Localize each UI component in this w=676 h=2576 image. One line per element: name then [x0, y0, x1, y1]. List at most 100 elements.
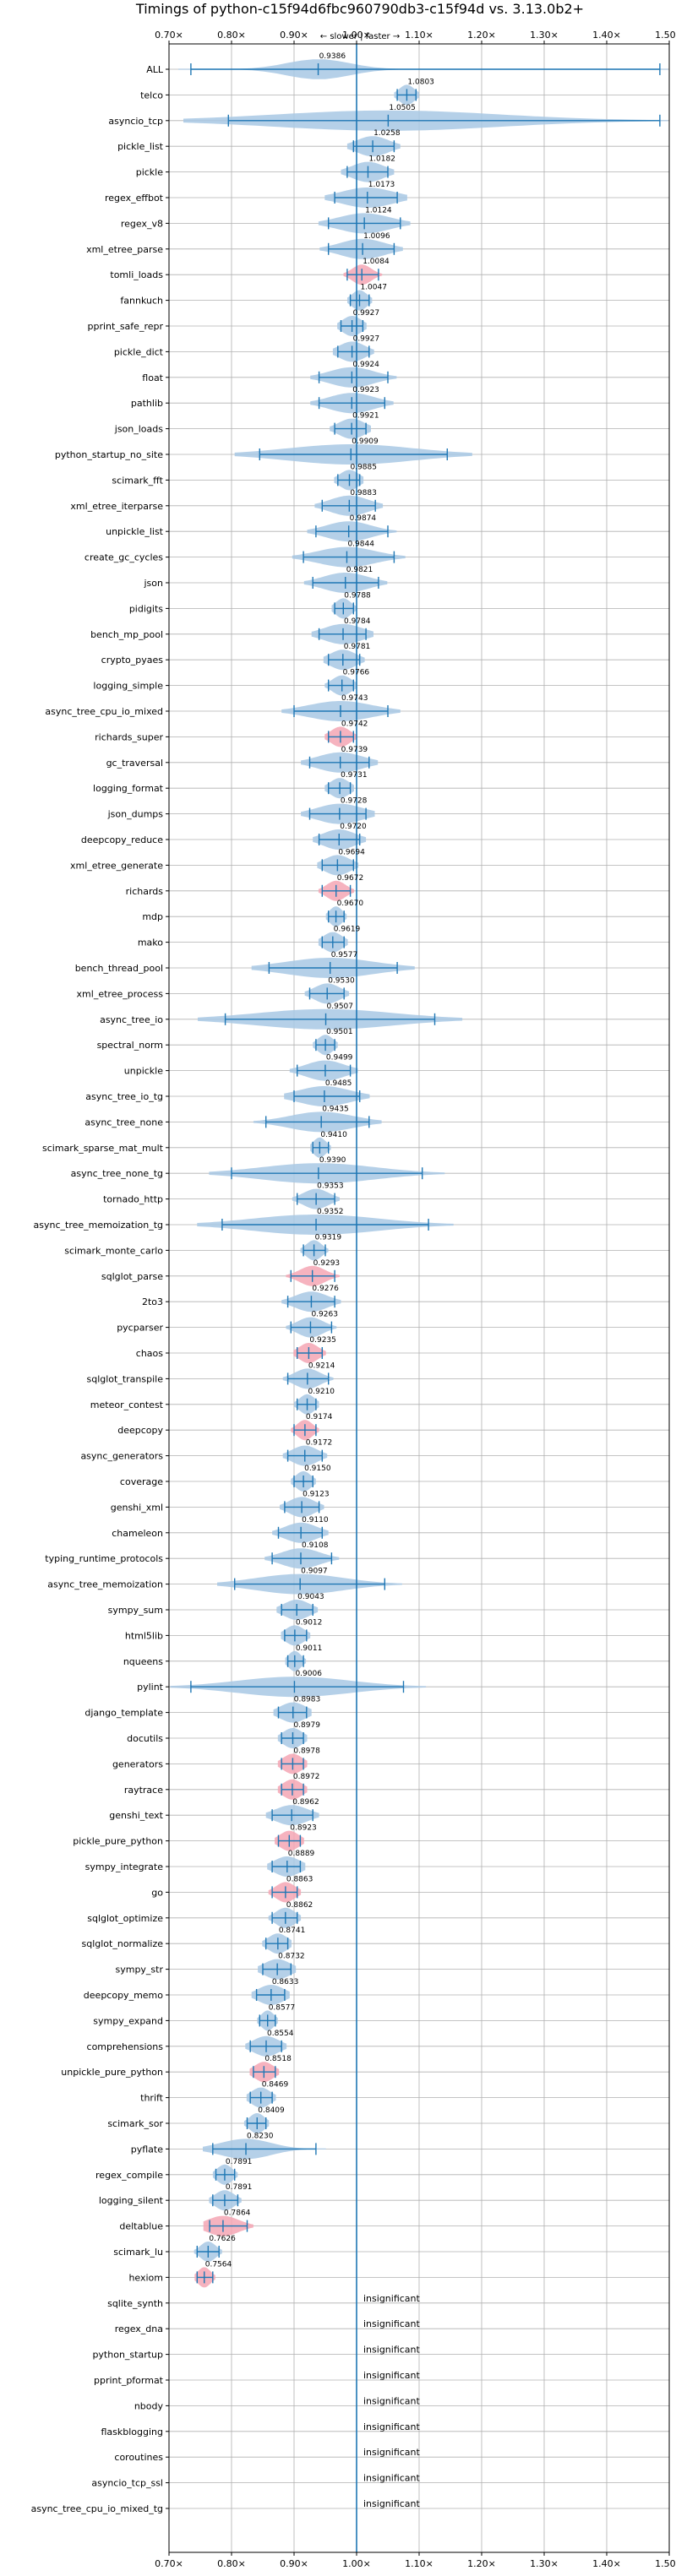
mean-value-label: 0.9214 — [308, 1361, 335, 1370]
benchmark-label: pylint — [137, 1682, 164, 1693]
mean-value-label: 0.9435 — [322, 1105, 349, 1113]
benchmark-label: richards_super — [95, 731, 163, 742]
benchmark-label: logging_simple — [93, 681, 163, 692]
mean-value-label: 0.9927 — [353, 309, 380, 318]
mean-value-label: 0.9577 — [331, 951, 358, 959]
mean-value-label: 0.7564 — [205, 2260, 232, 2269]
benchmark-label: python_startup — [92, 2350, 163, 2361]
mean-value-label: 0.9530 — [328, 976, 355, 985]
x-tick-label-top: 1.10× — [405, 30, 433, 41]
benchmark-label: nbody — [134, 2400, 164, 2411]
mean-value-label: 0.9108 — [302, 1541, 329, 1550]
x-tick-label-bottom: 1.20× — [467, 2558, 496, 2569]
mean-value-label: 0.9672 — [337, 874, 364, 883]
mean-value-label: 0.8732 — [278, 1953, 305, 1961]
x-tick-label-top: 0.90× — [280, 30, 308, 41]
mean-value-label: 0.9909 — [352, 437, 379, 446]
benchmark-label: telco — [140, 90, 163, 101]
insignificant-label: insignificant — [363, 2370, 421, 2381]
benchmark-label: genshi_xml — [111, 1502, 163, 1513]
benchmark-label: comprehensions — [87, 2041, 164, 2052]
x-tick-label-top: 1.00× — [342, 30, 371, 41]
benchmark-label: scimark_lu — [113, 2247, 163, 2258]
mean-value-label: 1.0258 — [373, 129, 401, 138]
benchmark-label: float — [142, 372, 163, 383]
benchmark-label: sympy_integrate — [85, 1861, 164, 1872]
benchmark-label: genshi_text — [109, 1810, 163, 1821]
benchmark-label: pyflate — [131, 2144, 163, 2155]
benchmark-label: async_tree_cpu_io_mixed — [45, 706, 163, 717]
mean-value-label: 0.9619 — [334, 926, 361, 934]
benchmark-label: async_tree_io — [100, 1014, 163, 1025]
benchmark-label: sqlglot_optimize — [87, 1913, 163, 1924]
mean-value-label: 0.8972 — [293, 1773, 320, 1781]
benchmark-label: scimark_sor — [107, 2118, 163, 2129]
mean-value-label: 0.9507 — [327, 1003, 354, 1011]
benchmark-label: nqueens — [123, 1656, 163, 1667]
insignificant-label: insignificant — [363, 2293, 421, 2304]
benchmark-label: tomli_loads — [110, 269, 163, 280]
mean-value-label: 0.9766 — [343, 669, 370, 677]
mean-value-label: 0.8978 — [293, 1747, 320, 1755]
benchmark-label: logging_format — [93, 783, 164, 794]
mean-value-label: 0.9172 — [306, 1439, 333, 1448]
insignificant-label: insignificant — [363, 2345, 421, 2356]
benchmark-label: pathlib — [131, 398, 163, 409]
benchmark-label: sqlite_synth — [107, 2298, 163, 2309]
chart-title: Timings of python-c15f94d6fbc960790db3-c… — [135, 1, 584, 17]
benchmark-label: flaskblogging — [101, 2427, 163, 2437]
mean-value-label: 0.9499 — [326, 1054, 353, 1062]
mean-value-label: 0.9012 — [296, 1618, 323, 1627]
x-tick-label-bottom: 0.90× — [280, 2558, 308, 2569]
mean-value-label: 0.9276 — [312, 1285, 339, 1293]
x-tick-label-bottom: 0.80× — [217, 2558, 246, 2569]
mean-value-label: 0.9821 — [346, 566, 373, 574]
benchmark-label: create_gc_cycles — [84, 552, 163, 563]
benchmark-label: gc_traversal — [106, 758, 163, 769]
benchmark-label: fannkuch — [120, 296, 163, 307]
x-tick-label-bottom: 1.00× — [342, 2558, 371, 2569]
mean-value-label: 0.8862 — [286, 1901, 313, 1910]
mean-value-label: 0.9210 — [308, 1388, 335, 1396]
benchmark-label: richards — [126, 886, 164, 897]
benchmark-label: sqlglot_transpile — [87, 1373, 164, 1384]
benchmark-label: sympy_expand — [93, 2015, 163, 2026]
benchmark-label: pycparser — [117, 1323, 163, 1334]
mean-value-label: 0.8863 — [286, 1875, 313, 1883]
benchmark-label: pickle_list — [117, 141, 164, 152]
benchmark-label: xml_etree_parse — [86, 244, 163, 255]
benchmark-label: coverage — [120, 1476, 163, 1487]
grid-layer — [166, 41, 670, 2556]
benchmark-label: scimark_sparse_mat_mult — [42, 1143, 164, 1154]
benchmark-label: mdp — [142, 911, 163, 922]
benchmark-label: tornado_http — [103, 1194, 163, 1205]
mean-value-label: 0.8633 — [272, 1978, 299, 1986]
insignificant-label: insignificant — [363, 2421, 421, 2432]
mean-value-label: 0.9501 — [326, 1028, 353, 1036]
x-tick-label-top: 0.80× — [217, 30, 246, 41]
labels-layer: 0.70× 0.70× 0.80× 0.80× 0.90× 0.90× 1.00× 1.00×… — [31, 30, 676, 2569]
benchmark-label: asyncio_tcp_ssl — [91, 2478, 163, 2489]
mean-value-label: 0.7891 — [226, 2183, 253, 2192]
benchmark-label: raytrace — [124, 1785, 163, 1796]
benchmark-label: regex_compile — [95, 2170, 163, 2181]
benchmark-label: sympy_sum — [108, 1605, 163, 1616]
mean-value-label: 1.0047 — [360, 284, 387, 292]
benchmark-label: unpickle_list — [106, 526, 164, 537]
benchmark-label: pidigits — [129, 603, 163, 614]
insignificant-label: insignificant — [363, 2447, 421, 2458]
mean-value-label: 0.9410 — [320, 1131, 347, 1139]
benchmark-label: mako — [138, 937, 163, 948]
benchmark-label: regex_v8 — [121, 218, 163, 229]
x-tick-label-bottom: 0.70× — [155, 2558, 183, 2569]
x-tick-label-top: 1.50× — [655, 30, 676, 41]
mean-value-label: 0.9742 — [341, 720, 368, 728]
benchmark-label: asyncio_tcp — [108, 116, 163, 127]
x-tick-label-bottom: 1.50× — [655, 2558, 676, 2569]
mean-value-label: 0.8983 — [294, 1696, 321, 1704]
mean-value-label: 0.9923 — [352, 386, 379, 394]
benchmark-label: 2to3 — [142, 1296, 163, 1307]
mean-value-label: 0.9043 — [297, 1593, 324, 1601]
benchmark-label: scimark_monte_carlo — [64, 1245, 163, 1256]
benchmark-label: async_tree_io_tg — [85, 1091, 163, 1102]
